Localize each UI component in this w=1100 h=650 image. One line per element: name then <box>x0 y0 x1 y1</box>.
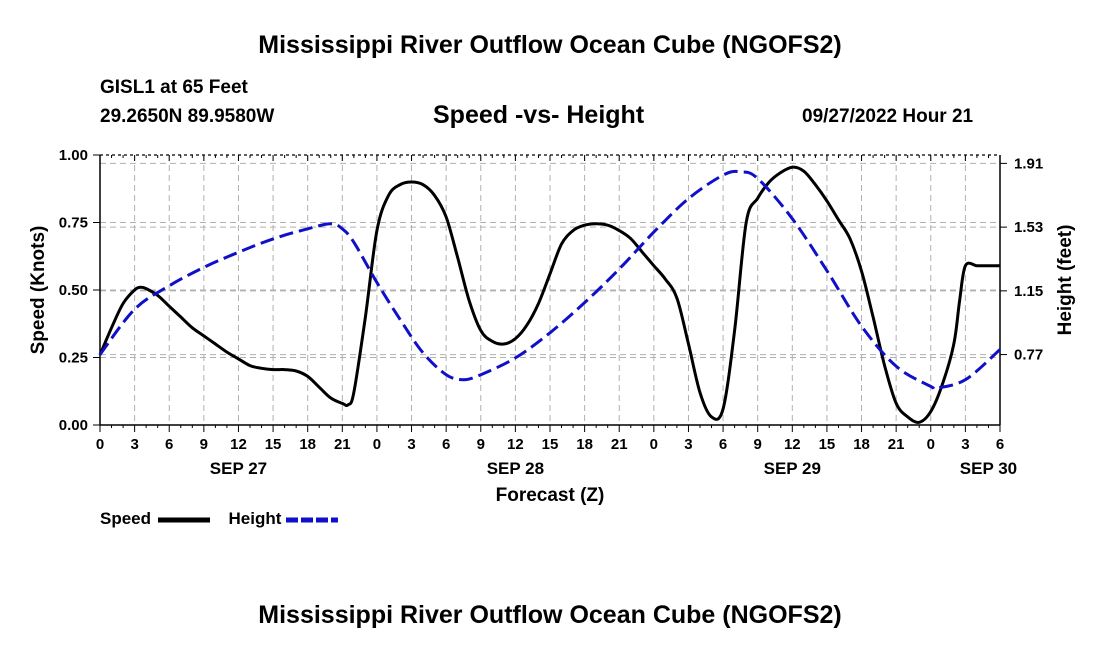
x-tick-label: 18 <box>576 436 593 453</box>
y-tick-label: 0.25 <box>59 350 88 367</box>
y2-tick-label: 0.77 <box>1014 347 1043 364</box>
chart-series <box>98 165 1001 424</box>
x-tick-label: 15 <box>542 436 559 453</box>
legend-speed-label: Speed <box>100 509 152 528</box>
x-tick-label: 3 <box>961 436 969 453</box>
y2-tick-label: 1.15 <box>1014 283 1043 300</box>
legend-speed-swatch <box>157 517 210 523</box>
legend: Speed Height <box>100 509 339 529</box>
y2-axis-label: Height (feet) <box>1055 225 1076 336</box>
x-tick-label: 12 <box>784 436 801 453</box>
height-series-line <box>98 169 1001 391</box>
x-tick-label: 9 <box>200 436 208 453</box>
chart-labels: 0 3 6 9 12 15 18 21 0 3 6 9 12 15 18 21 0 3 6 9 12 15 18 21 0 3 6 S… <box>28 147 1076 506</box>
x-tick-label: 21 <box>334 436 351 453</box>
x-tick-label: 15 <box>265 436 282 453</box>
x-tick-label: 3 <box>130 436 138 453</box>
x-tick-label: 9 <box>754 436 762 453</box>
x-tick-label: 0 <box>650 436 658 453</box>
chart-title: Speed -vs- Height <box>433 101 645 129</box>
x-tick-label: 21 <box>611 436 628 453</box>
chart-axes <box>93 154 1007 432</box>
legend-height-label: Height <box>228 509 282 528</box>
x-tick-label: 9 <box>477 436 485 453</box>
y2-tick-label: 1.53 <box>1014 219 1043 236</box>
x-tick-label: 3 <box>684 436 692 453</box>
station-coords: 29.2650N 89.9580W <box>100 106 275 127</box>
date-label: SEP 30 <box>960 459 1017 478</box>
footer-title: Mississippi River Outflow Ocean Cube (NG… <box>258 601 842 629</box>
x-tick-label: 0 <box>96 436 104 453</box>
y2-tick-label: 1.91 <box>1014 155 1043 172</box>
x-tick-label: 0 <box>927 436 935 453</box>
date-label: SEP 27 <box>210 459 267 478</box>
x-tick-label: 3 <box>407 436 415 453</box>
x-tick-label: 12 <box>507 436 524 453</box>
chart-grid <box>100 155 1000 425</box>
x-tick-label: 18 <box>299 436 316 453</box>
date-label: SEP 28 <box>487 459 544 478</box>
x-tick-label: 0 <box>373 436 381 453</box>
x-tick-label: 6 <box>442 436 450 453</box>
page-title: Mississippi River Outflow Ocean Cube (NG… <box>258 31 842 59</box>
y-tick-label: 1.00 <box>59 147 88 164</box>
forecast-datetime: 09/27/2022 Hour 21 <box>802 106 974 127</box>
x-tick-label: 6 <box>996 436 1004 453</box>
x-axis-label: Forecast (Z) <box>496 485 605 506</box>
y-tick-label: 0.00 <box>59 417 88 434</box>
speed-series-line <box>98 165 1000 424</box>
x-tick-label: 18 <box>853 436 870 453</box>
x-tick-label: 6 <box>719 436 727 453</box>
station-name: GISL1 at 65 Feet <box>100 77 248 98</box>
chart: 0 3 6 9 12 15 18 21 0 3 6 9 12 15 18 21 0 3 6 9 12 15 18 21 0 3 6 S… <box>28 147 1076 506</box>
x-tick-label: 6 <box>165 436 173 453</box>
y-axis-label: Speed (Knots) <box>28 226 49 355</box>
y-tick-label: 0.50 <box>59 282 88 299</box>
legend-height-swatch <box>286 517 339 523</box>
x-tick-label: 21 <box>888 436 905 453</box>
y-tick-label: 0.75 <box>59 215 88 232</box>
date-label: SEP 29 <box>764 459 821 478</box>
x-tick-label: 12 <box>230 436 247 453</box>
x-tick-label: 15 <box>819 436 836 453</box>
